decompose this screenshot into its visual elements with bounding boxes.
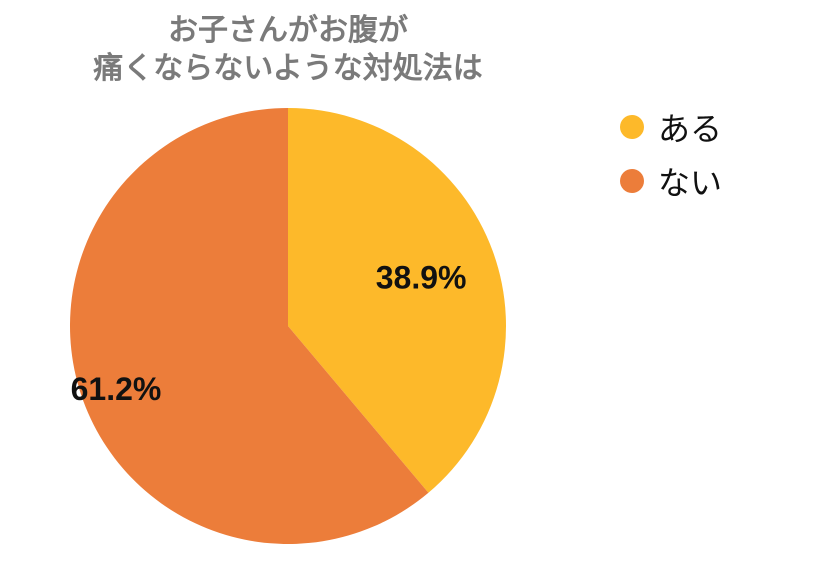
legend-swatch-aru — [620, 115, 644, 139]
slice-label-aru: 38.9% — [376, 259, 467, 295]
pie-slice-labels: 38.9% 61.2% — [71, 259, 467, 406]
legend-label-nai: ない — [658, 164, 723, 202]
chart-title-line-1: お子さんがお腹が — [168, 13, 408, 48]
legend-item-nai: ない — [620, 154, 722, 208]
legend-item-aru: ある — [620, 100, 722, 154]
legend-swatch-nai — [620, 169, 644, 193]
chart-title: お子さんがお腹が 痛くならないような対処法は — [0, 12, 576, 88]
chart-title-line-2: 痛くならないような対処法は — [93, 51, 483, 86]
pie-slice-aru — [288, 108, 506, 493]
pie-slice-nai — [69, 108, 429, 545]
pie-slices — [69, 108, 506, 545]
slice-label-nai: 61.2% — [71, 371, 162, 407]
legend-label-aru: ある — [658, 110, 723, 148]
legend: ある ない — [620, 100, 722, 208]
